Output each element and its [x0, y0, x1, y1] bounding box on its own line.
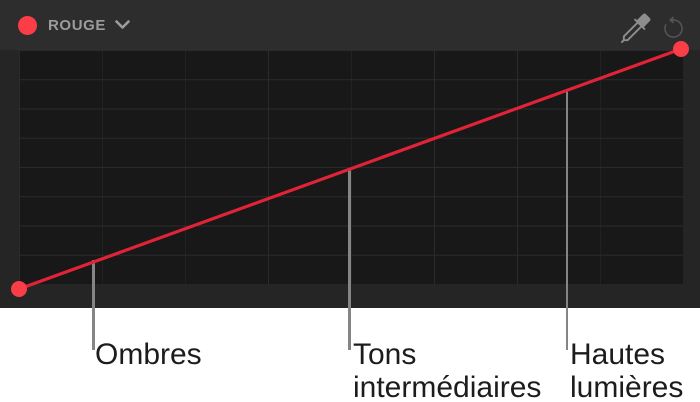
- label-shadows: Ombres: [95, 338, 202, 371]
- panel-header: ROUGE: [0, 0, 700, 50]
- label-highlights: Hautes lumières: [570, 338, 683, 402]
- callout-line-highlights: [565, 89, 568, 350]
- channel-color-dot: [18, 15, 37, 35]
- callout-line-shadows: [92, 260, 95, 350]
- reset-undo-icon[interactable]: [661, 15, 686, 41]
- channel-title: ROUGE: [48, 16, 107, 34]
- curve-grid[interactable]: [19, 50, 683, 284]
- channel-selector[interactable]: ROUGE: [18, 15, 130, 35]
- label-shadows-line1: Ombres: [95, 338, 202, 371]
- label-midtones-line1: Tons: [353, 338, 417, 371]
- label-highlights-line2: lumières: [570, 371, 684, 402]
- label-midtones: Tons intermédiaires: [353, 338, 541, 402]
- label-highlights-line1: Hautes: [570, 338, 666, 371]
- header-icons: [621, 13, 686, 43]
- eyedropper-icon[interactable]: [621, 13, 651, 43]
- callout-line-midtones: [348, 168, 351, 350]
- label-midtones-line2: intermédiaires: [353, 371, 542, 402]
- chevron-down-icon: [115, 20, 130, 29]
